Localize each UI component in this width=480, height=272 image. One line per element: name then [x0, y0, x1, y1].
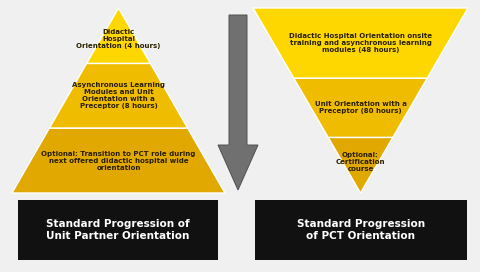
Polygon shape: [49, 63, 188, 128]
Text: Standard Progression
of PCT Orientation: Standard Progression of PCT Orientation: [297, 219, 425, 241]
Bar: [255, 200, 467, 260]
Polygon shape: [12, 128, 225, 193]
Text: Asynchronous Learning
Modules and Unit
Orientation with a
Preceptor (8 hours): Asynchronous Learning Modules and Unit O…: [72, 82, 165, 109]
Text: Unit Orientation with a
Preceptor (80 hours): Unit Orientation with a Preceptor (80 ho…: [314, 101, 407, 115]
Polygon shape: [253, 8, 468, 78]
Text: Didactic
Hospital
Orientation (4 hours): Didactic Hospital Orientation (4 hours): [76, 29, 161, 48]
Polygon shape: [86, 8, 150, 63]
Text: Didactic Hospital Orientation onsite
training and asynchronous learning
modules : Didactic Hospital Orientation onsite tra…: [289, 33, 432, 53]
Text: Standard Progression of
Unit Partner Orientation: Standard Progression of Unit Partner Ori…: [46, 219, 190, 241]
Text: Optional: Transition to PCT role during
next offered didactic hospital wide
orie: Optional: Transition to PCT role during …: [41, 151, 196, 171]
Polygon shape: [328, 138, 393, 193]
Polygon shape: [294, 78, 427, 138]
Text: Optional:
Certification
course: Optional: Certification course: [336, 153, 385, 172]
Polygon shape: [218, 15, 258, 190]
Bar: [18, 200, 218, 260]
